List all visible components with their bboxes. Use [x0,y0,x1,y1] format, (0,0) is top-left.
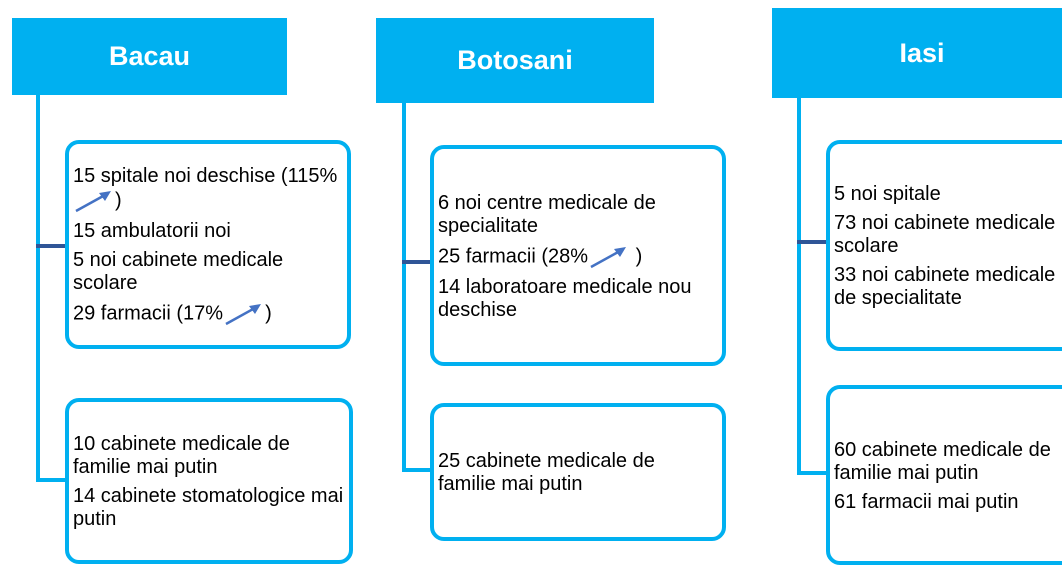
info-item: 6 noi centre medicale de specialitate [438,192,718,238]
item-text: 25 farmacii (28% [438,244,589,267]
info-item: 14 cabinete stomatologice mai putin [73,485,345,531]
info-item: 10 cabinete medicale de familie mai puti… [73,433,345,479]
item-text: 6 noi centre medicale de specialitate [438,191,656,237]
connector-line [402,103,406,472]
column-title: Bacau [12,18,287,95]
info-box: 25 cabinete medicale de familie mai puti… [430,403,726,541]
item-text: 10 cabinete medicale de familie mai puti… [73,433,290,478]
item-text: 29 farmacii (17% [73,301,224,324]
info-item: 5 noi spitale [834,183,1062,206]
item-text: 14 cabinete stomatologice mai putin [73,485,344,530]
connector-line [36,95,40,482]
info-box: 5 noi spitale 73 noi cabinete medicale sc… [826,140,1062,351]
connector-line [36,244,65,248]
item-text: ) [265,301,272,324]
item-text: 60 cabinete medicale de familie mai puti… [834,438,1051,484]
item-text: 14 laboratoare medicale nou deschise [438,275,692,321]
item-text: 5 noi cabinete medicale scolare [73,248,284,294]
info-item: 25 cabinete medicale de familie mai puti… [438,450,718,496]
info-box: 15 spitale noi deschise (115%) 15 ambulat… [65,140,351,349]
item-text: 15 spitale noi deschise (115% [73,164,338,187]
info-item: 15 ambulatorii noi [73,220,343,243]
item-text: 25 cabinete medicale de familie mai puti… [438,450,655,495]
item-text: 5 noi spitale [834,183,941,205]
info-item: 60 cabinete medicale de familie mai puti… [834,439,1062,485]
info-box: 60 cabinete medicale de familie mai puti… [826,385,1062,565]
info-item: 5 noi cabinete medicale scolare [73,249,343,295]
connector-line [797,240,826,244]
info-item: 29 farmacii (17%) [73,301,343,327]
connector-line [797,471,826,475]
up-arrow-icon [225,303,262,325]
up-arrow-icon [75,190,111,212]
item-text: 73 noi cabinete medicale scolare [834,212,1056,257]
up-arrow-icon [590,246,627,268]
info-item: 15 spitale noi deschise (115%) [73,165,343,214]
column-title: Iasi [772,8,1062,98]
item-text: 61 farmacii mai putin [834,490,1019,513]
connector-line [402,468,430,472]
item-text: 15 ambulatorii noi [73,219,231,242]
item-text: 33 noi cabinete medicale de specialitate [834,264,1056,309]
connector-line [402,260,430,264]
connector-line [36,478,65,482]
info-item: 33 noi cabinete medicale de specialitate [834,264,1062,310]
info-item: 73 noi cabinete medicale scolare [834,212,1062,258]
item-text: ) [115,188,122,211]
info-box: 10 cabinete medicale de familie mai puti… [65,398,353,564]
info-item: 25 farmacii (28% ) [438,244,718,270]
info-item: 14 laboratoare medicale nou deschise [438,276,718,322]
item-text: ) [630,244,643,267]
column-title: Botosani [376,18,654,103]
connector-line [797,98,801,475]
info-item: 61 farmacii mai putin [834,491,1062,514]
info-box: 6 noi centre medicale de specialitate 25 … [430,145,726,366]
